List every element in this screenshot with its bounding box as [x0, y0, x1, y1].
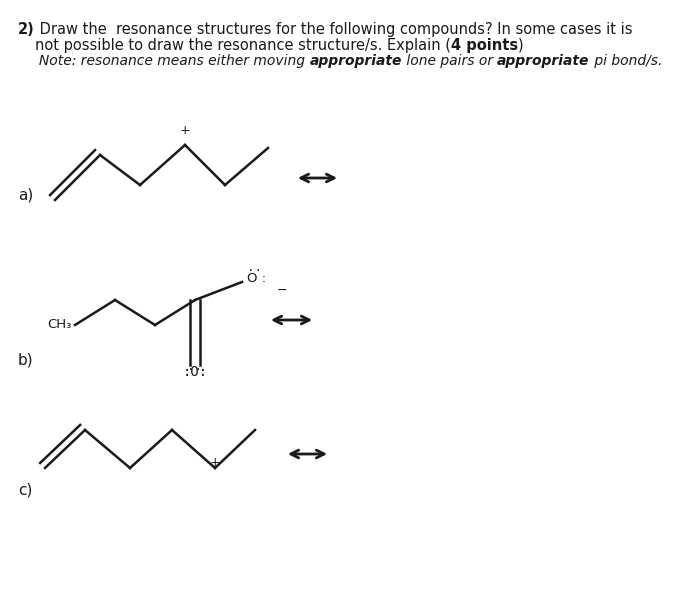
Text: Draw the  resonance structures for the following compounds? In some cases it is: Draw the resonance structures for the fo…: [35, 22, 633, 37]
Text: b): b): [18, 353, 34, 367]
Text: CH₃: CH₃: [48, 319, 72, 331]
Text: 2): 2): [18, 22, 35, 37]
Text: +: +: [210, 456, 220, 469]
Text: :O:: :O:: [183, 365, 208, 379]
Text: ··: ··: [248, 264, 262, 277]
Text: not possible to draw the resonance structure/s. Explain (: not possible to draw the resonance struc…: [35, 38, 451, 53]
Text: a): a): [18, 187, 34, 202]
Text: +: +: [180, 124, 190, 137]
Text: −: −: [277, 284, 288, 296]
Text: pi bond/s.: pi bond/s.: [589, 54, 662, 68]
Text: O :: O :: [247, 271, 266, 284]
Text: ··: ··: [188, 363, 202, 376]
Text: appropriate: appropriate: [309, 54, 402, 68]
Text: ): ): [518, 38, 524, 53]
Text: c): c): [18, 482, 32, 498]
Text: 4 points: 4 points: [451, 38, 518, 53]
Text: appropriate: appropriate: [497, 54, 589, 68]
Text: lone pairs or: lone pairs or: [402, 54, 497, 68]
Text: Note: resonance means either moving: Note: resonance means either moving: [17, 54, 309, 68]
